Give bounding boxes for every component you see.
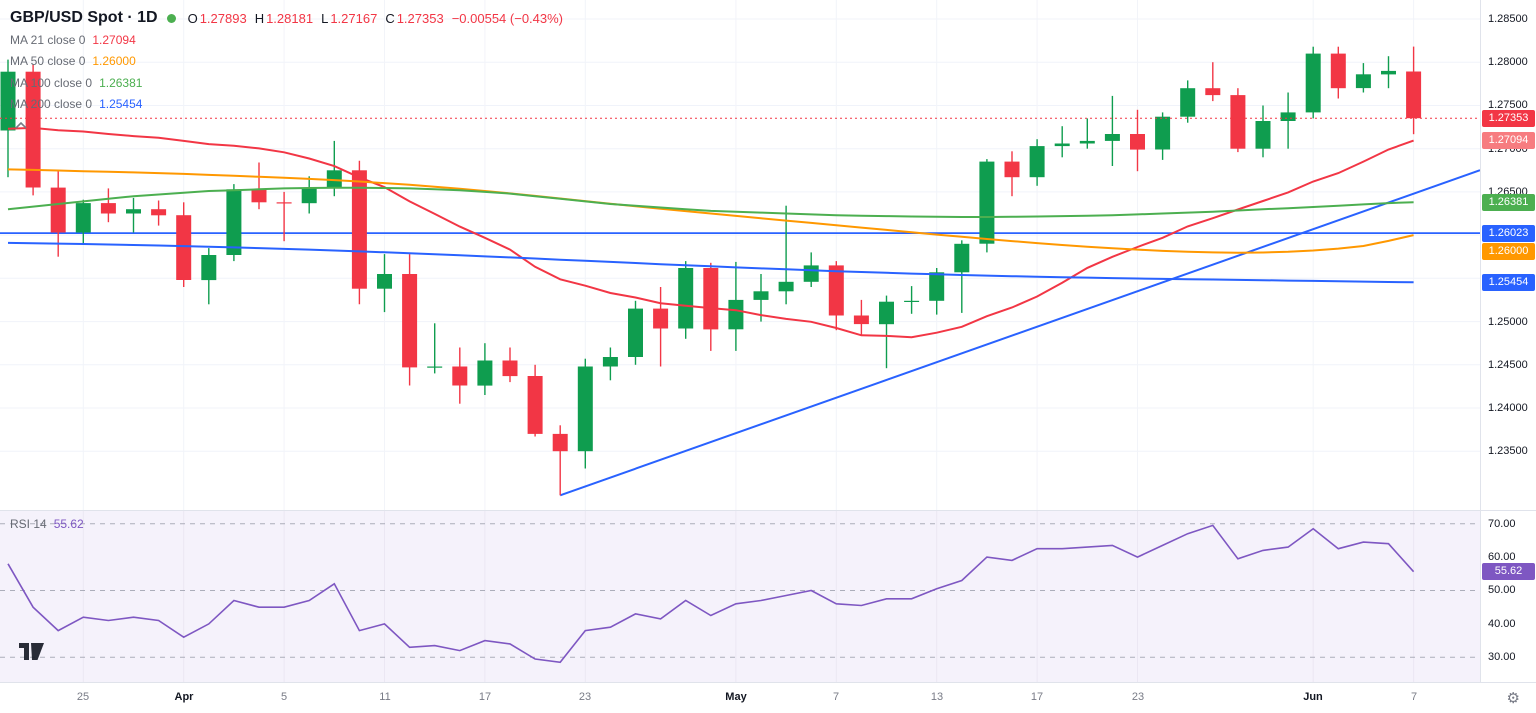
ma-label: MA 50 close 0 <box>10 54 86 69</box>
time-axis-label: 23 <box>1131 691 1145 703</box>
time-axis-label: 17 <box>1030 691 1044 703</box>
rsi-value: 55.62 <box>53 517 84 531</box>
ohlc-pair: O 1.27893 <box>187 10 247 26</box>
ma-label: MA 100 close 0 <box>10 75 93 90</box>
time-axis-label: May <box>725 691 747 703</box>
rsi-legend[interactable]: RSI 14 55.62 <box>10 517 84 531</box>
time-axis-label: 25 <box>76 691 90 703</box>
rsi-tick-label: 40.00 <box>1488 618 1516 630</box>
ma-label: MA 21 close 0 <box>10 32 86 47</box>
price-axis[interactable]: 1.28500 1.28000 1.27500 1.27000 1.26500 1.250… <box>1480 0 1536 713</box>
ohlc-pair: L 1.27167 <box>321 10 378 26</box>
market-status-dot <box>166 13 176 23</box>
rsi-label: RSI 14 <box>10 517 47 531</box>
ma-legend-row[interactable]: MA 21 close 0 1.27094 <box>10 29 563 51</box>
rsi-tick-label: 70.00 <box>1488 518 1516 530</box>
ma-legend: MA 21 close 0 1.27094 MA 50 close 0 1.26000… <box>10 29 563 115</box>
symbol-legend-row: GBP/USD Spot · 1D O 1.27893 H 1.28181 L 1.271… <box>10 7 563 29</box>
legend-collapse-button[interactable] <box>10 118 32 133</box>
ma-legend-row[interactable]: MA 50 close 0 1.26000 <box>10 51 563 73</box>
ma-legend-row[interactable]: MA 100 close 0 1.26381 <box>10 72 563 94</box>
price-tick-label: 1.24500 <box>1488 359 1528 371</box>
price-axis-badge: 1.26023 <box>1482 225 1535 242</box>
ma-label: MA 200 close 0 <box>10 97 93 112</box>
time-axis-label: Apr <box>174 691 194 703</box>
price-axis-badge: 1.27353 <box>1482 110 1535 127</box>
rsi-tick-label: 30.00 <box>1488 651 1516 663</box>
time-axis[interactable]: ⚙ 25 Apr 5 11 17 23 May 7 13 17 23 Jun 7 <box>0 682 1536 713</box>
rsi-axis-badge: 55.62 <box>1482 563 1535 580</box>
price-tick-label: 1.28500 <box>1488 13 1528 25</box>
price-tick-label: 1.25000 <box>1488 316 1528 328</box>
price-chart-pane[interactable] <box>0 0 1480 510</box>
price-tick-label: 1.28000 <box>1488 56 1528 68</box>
change-value: −0.00554 (−0.43%) <box>451 10 564 26</box>
rsi-tick-label: 60.00 <box>1488 551 1516 563</box>
ma-legend-row[interactable]: MA 200 close 0 1.25454 <box>10 94 563 116</box>
time-axis-label: 11 <box>379 691 391 703</box>
ohlc-pair: C 1.27353 <box>385 10 444 26</box>
ohlc-pair: H 1.28181 <box>254 10 314 26</box>
pane-divider[interactable] <box>0 510 1536 511</box>
ma-value: 1.27094 <box>92 32 136 47</box>
price-tick-label: 1.27500 <box>1488 99 1528 111</box>
time-axis-label: 7 <box>1410 691 1418 703</box>
price-axis-badge: 1.27094 <box>1482 132 1535 149</box>
time-axis-label: 5 <box>280 691 288 703</box>
price-tick-label: 1.24000 <box>1488 402 1528 414</box>
ma-value: 1.26000 <box>92 54 136 69</box>
price-axis-badge: 1.26381 <box>1482 194 1535 211</box>
time-axis-label: 13 <box>930 691 944 703</box>
ma-value: 1.26381 <box>99 75 143 90</box>
chevron-up-icon <box>15 122 27 129</box>
time-axis-label: 23 <box>578 691 592 703</box>
time-axis-label: 7 <box>832 691 840 703</box>
ma-value: 1.25454 <box>99 97 143 112</box>
ohlc-values: O 1.27893 H 1.28181 L 1.27167 C 1.27353 −0.00554… <box>188 11 563 26</box>
tradingview-logo-icon <box>19 643 44 660</box>
chart-legend: GBP/USD Spot · 1D O 1.27893 H 1.28181 L 1.271… <box>10 7 563 133</box>
gear-icon[interactable]: ⚙ <box>1506 690 1520 707</box>
price-axis-badge: 1.26000 <box>1482 243 1535 260</box>
time-axis-label: 17 <box>478 691 492 703</box>
tradingview-logo[interactable] <box>18 642 45 661</box>
symbol-title[interactable]: GBP/USD Spot · 1D <box>10 9 158 26</box>
rsi-tick-label: 50.00 <box>1488 584 1516 596</box>
price-tick-label: 1.23500 <box>1488 445 1528 457</box>
price-axis-badge: 1.25454 <box>1482 274 1535 291</box>
rsi-indicator-pane[interactable] <box>0 511 1480 682</box>
time-axis-label: Jun <box>1303 691 1323 703</box>
